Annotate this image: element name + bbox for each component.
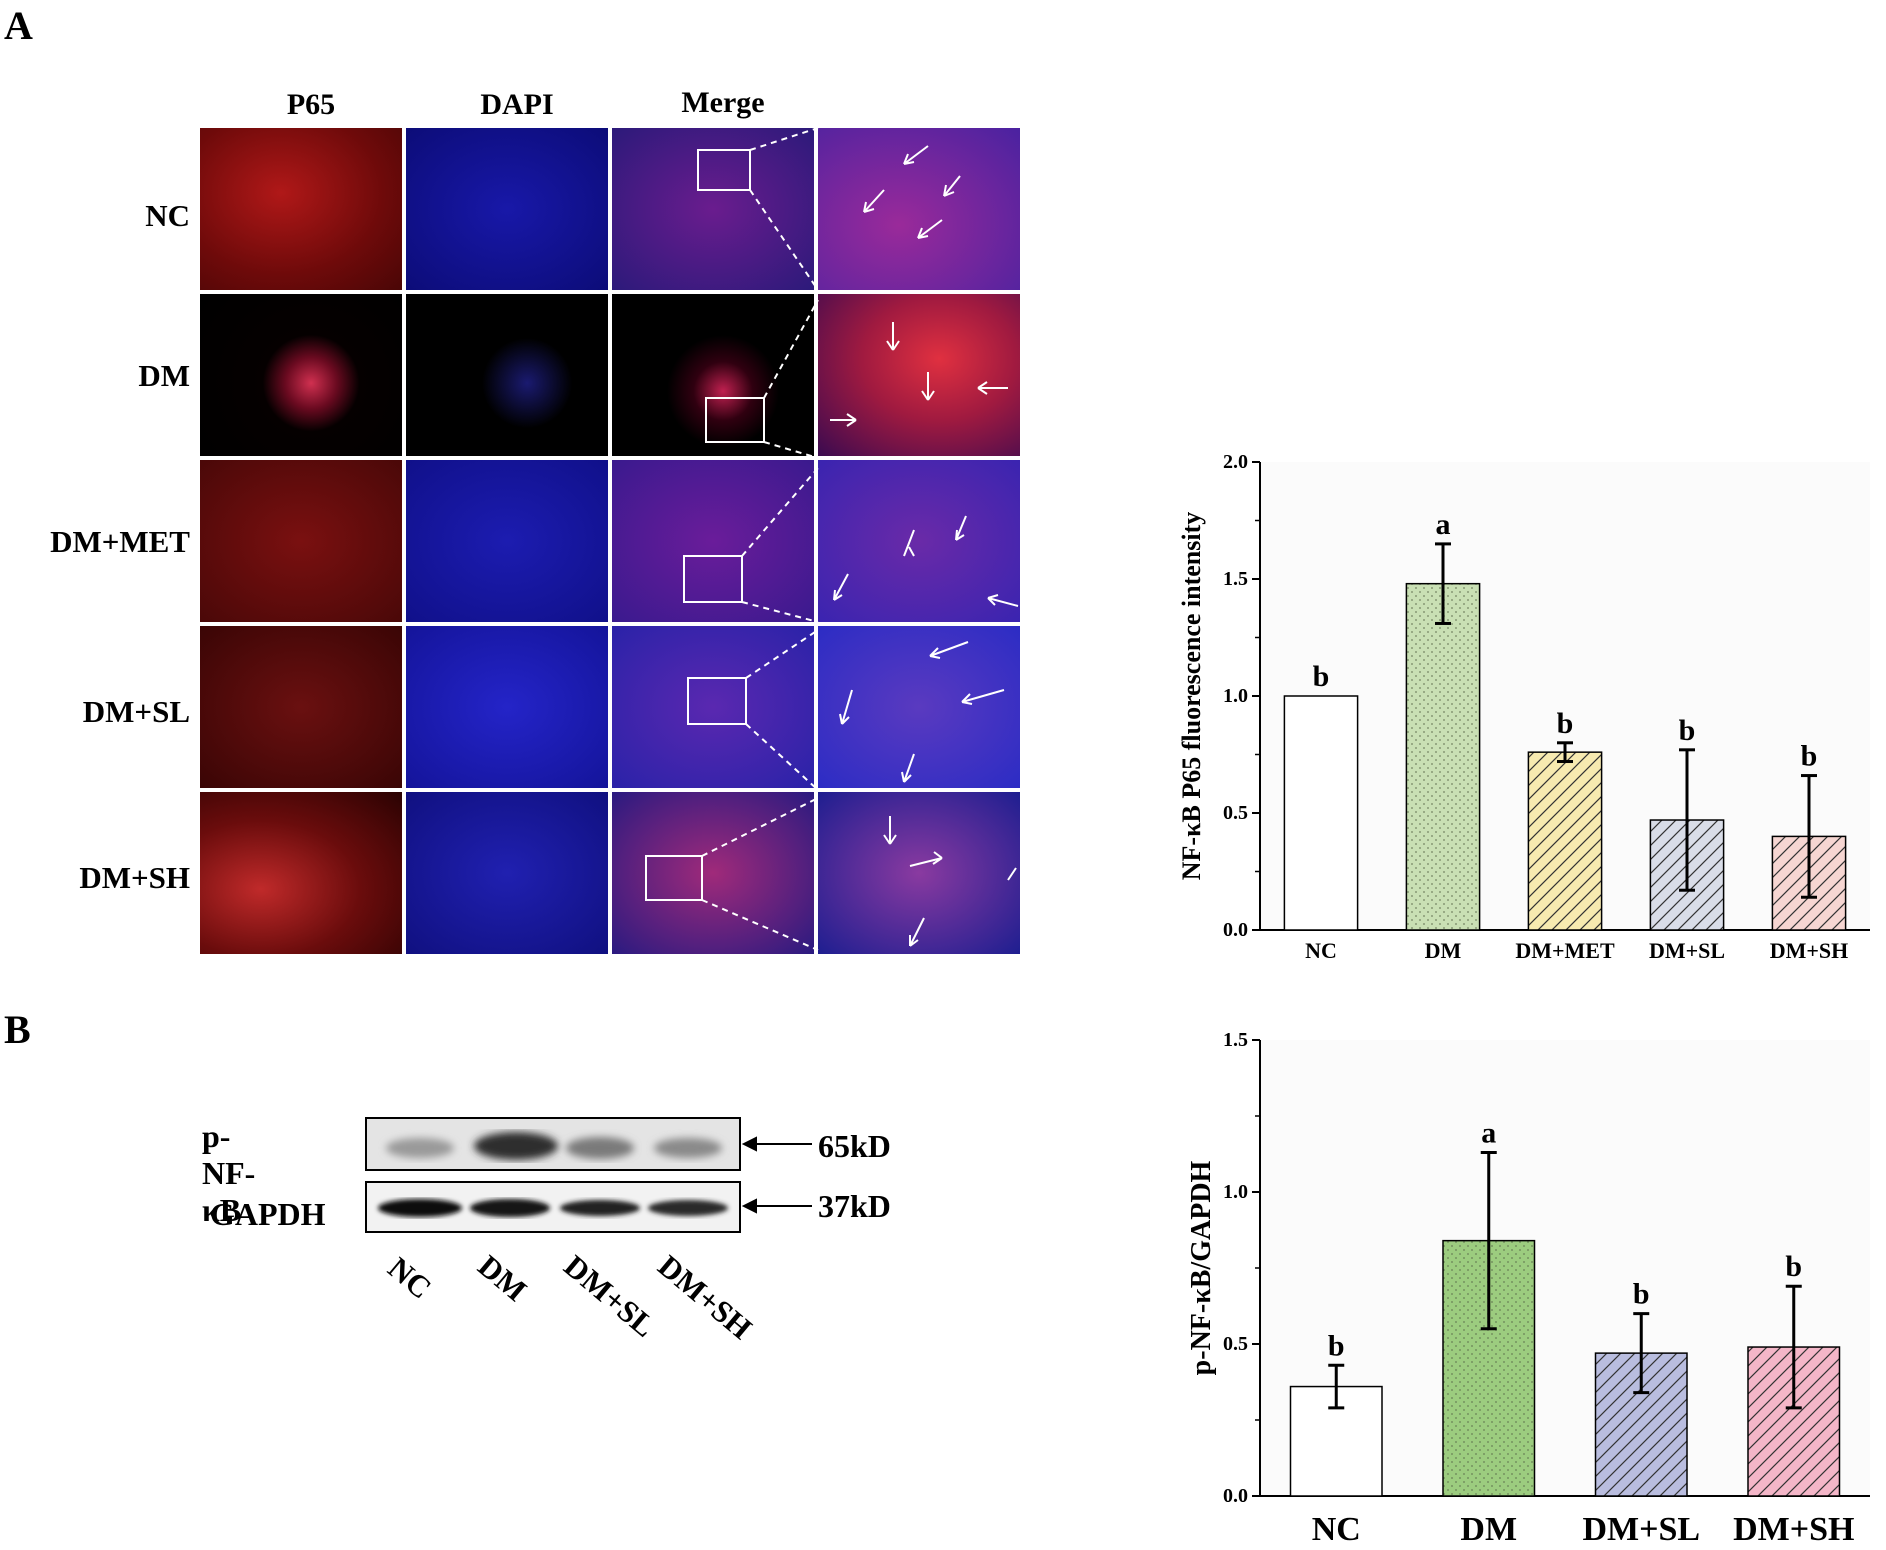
error-bar xyxy=(1785,1284,1802,1410)
arrow-icons xyxy=(830,145,1019,947)
significance-letter: b xyxy=(1557,707,1574,740)
micrograph-dm-sh-dapi xyxy=(406,792,608,954)
significance-letter: a xyxy=(1436,508,1451,541)
chart-p-nfkb-gapdh: 0.0 0.5 1.0 1.5 p-NF-κB/GAPDH b NC a DM b DM+SL b DM… xyxy=(1186,1029,1870,1548)
x-tick-label: DM+SL xyxy=(1649,938,1725,963)
x-tick-label: DM+SL xyxy=(1582,1511,1700,1548)
micrograph-dm-p65 xyxy=(200,294,402,456)
error-bar xyxy=(1435,542,1451,625)
y-tick-label: 1.0 xyxy=(1223,685,1248,707)
lane-label-dm-sl: DM+SL xyxy=(557,1248,663,1344)
micrograph-dm-sl-dapi xyxy=(406,626,608,788)
error-bar xyxy=(1328,1363,1345,1410)
micrograph-dm-met-zoom xyxy=(818,460,1020,622)
y-tick-label: 0.5 xyxy=(1223,802,1248,824)
band-label-gapdh: GAPDH xyxy=(210,1196,326,1232)
y-tick-label: 1.5 xyxy=(1223,1029,1248,1051)
micrograph-nc-p65 xyxy=(200,128,402,290)
micrograph-dm-sl-zoom xyxy=(818,626,1020,788)
significance-letter: b xyxy=(1679,714,1696,747)
micrograph-nc-zoom xyxy=(818,128,1020,290)
chart-p65-intensity: 0.0 0.5 1.0 1.5 2.0 NF-κB P65 fluorescence in… xyxy=(1177,451,1870,963)
error-bar xyxy=(1633,1312,1650,1395)
blot-image xyxy=(365,1117,812,1233)
micrograph-dm-met-p65 xyxy=(200,460,402,622)
panel-letter-a: A xyxy=(4,3,33,48)
significance-letter: b xyxy=(1785,1250,1802,1283)
micrograph-dm-dapi xyxy=(406,294,608,456)
row-label-dm-sl: DM+SL xyxy=(82,694,190,729)
significance-letter: b xyxy=(1633,1278,1650,1311)
zoom-box-nc xyxy=(697,149,751,191)
significance-letter: b xyxy=(1801,740,1818,773)
column-header-p65: P65 xyxy=(286,88,336,121)
micrograph-dm-zoom xyxy=(818,294,1020,456)
panel-letter-b: B xyxy=(4,1007,31,1052)
y-tick-label: 0.5 xyxy=(1223,1333,1248,1355)
bar-dm-met xyxy=(1527,751,1603,931)
x-tick-label: NC xyxy=(1312,1511,1361,1548)
arrow-left-icons xyxy=(741,1136,812,1214)
row-label-dm-met: DM+MET xyxy=(50,524,190,559)
column-header-dapi: DAPI xyxy=(480,88,554,121)
row-label-nc: NC xyxy=(145,198,190,233)
x-tick-label: DM+MET xyxy=(1515,938,1615,963)
x-tick-label: DM+SH xyxy=(1770,938,1849,963)
micrograph-nc-merge xyxy=(612,128,814,290)
bar-dm xyxy=(1405,582,1481,931)
micrograph-dm-sh-p65 xyxy=(200,792,402,954)
x-tick-label: DM xyxy=(1460,1511,1517,1548)
y-axis-label: NF-κB P65 fluorescence intensity xyxy=(1177,512,1206,881)
micrograph-dm-sl-merge xyxy=(612,626,814,788)
y-tick-label: 1.5 xyxy=(1223,568,1248,590)
column-header-merge: Merge xyxy=(681,86,765,119)
bar-nc xyxy=(1283,695,1359,931)
error-bar xyxy=(1480,1150,1497,1331)
zoom-indicators xyxy=(645,127,1019,951)
y-tick-label: 1.0 xyxy=(1223,1181,1248,1203)
error-bar xyxy=(1801,774,1817,899)
band-label-p-nfkb: p-NF-κB xyxy=(202,1118,256,1228)
band-size-37kd: 37kD xyxy=(818,1188,891,1224)
y-tick-label: 2.0 xyxy=(1223,451,1248,473)
micrograph-dm-merge xyxy=(612,294,814,456)
significance-letter: b xyxy=(1313,660,1330,693)
band-size-65kd: 65kD xyxy=(818,1128,891,1164)
y-tick-label: 0.0 xyxy=(1223,1485,1248,1507)
micrograph-dm-met-merge xyxy=(612,460,814,622)
row-label-dm-sh: DM+SH xyxy=(79,860,190,895)
lane-label-dm-sh: DM+SH xyxy=(651,1248,759,1346)
lane-label-nc: NC xyxy=(381,1250,439,1306)
significance-letter: b xyxy=(1328,1329,1345,1362)
zoom-box-dm-sh xyxy=(645,855,703,901)
significance-letter: a xyxy=(1481,1116,1496,1149)
zoom-box-dm xyxy=(705,397,765,443)
y-tick-label: 0.0 xyxy=(1223,919,1248,941)
lane-label-dm: DM xyxy=(471,1248,534,1309)
y-axis-label: p-NF-κB/GAPDH xyxy=(1186,1160,1217,1375)
zoom-box-dm-met xyxy=(683,555,743,603)
x-tick-label: DM+SH xyxy=(1733,1511,1854,1548)
micrograph-nc-dapi xyxy=(406,128,608,290)
error-bar xyxy=(1679,748,1695,892)
micrograph-dm-met-dapi xyxy=(406,460,608,622)
x-tick-label: DM xyxy=(1425,938,1462,963)
micrograph-dm-sl-p65 xyxy=(200,626,402,788)
row-label-dm: DM xyxy=(138,358,190,393)
x-tick-label: NC xyxy=(1305,938,1337,963)
error-bar xyxy=(1557,741,1573,764)
zoom-box-dm-sl xyxy=(687,677,747,725)
